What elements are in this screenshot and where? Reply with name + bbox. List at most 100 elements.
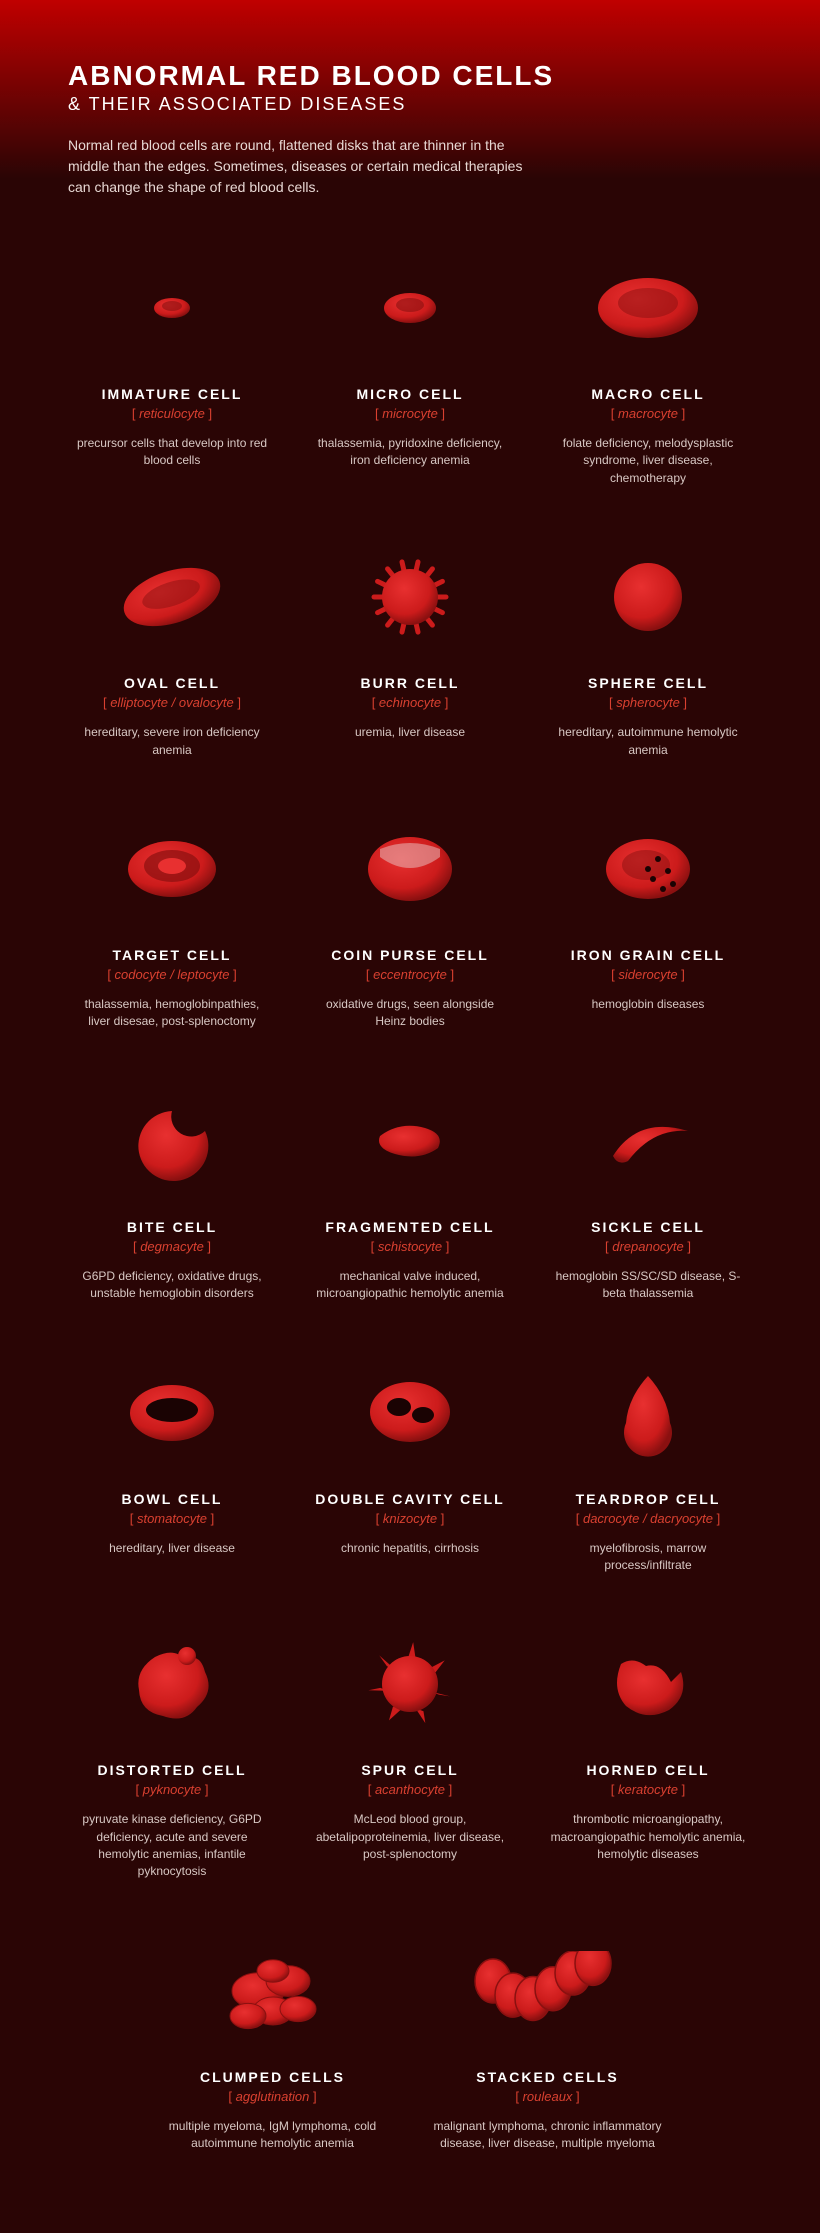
cell-name: TARGET CELL [68,947,276,963]
cell-name: MACRO CELL [544,386,752,402]
cell-illustration [68,1081,276,1201]
cell-illustration [68,248,276,368]
cell-description: hemoglobin SS/SC/SD disease, S-beta thal… [544,1268,752,1303]
cell-scientific-name: eccentrocyte [306,967,514,982]
cell-card: FRAGMENTED CELL schistocyte mechanical v… [306,1081,514,1303]
cell-name: FRAGMENTED CELL [306,1219,514,1235]
cell-card: OVAL CELL elliptocyte / ovalocyte heredi… [68,537,276,759]
cell-name: BOWL CELL [68,1491,276,1507]
cell-scientific-name: drepanocyte [544,1239,752,1254]
cell-name: BURR CELL [306,675,514,691]
cell-card: IRON GRAIN CELL siderocyte hemoglobin di… [544,809,752,1031]
cell-name: SICKLE CELL [544,1219,752,1235]
cell-illustration [306,248,514,368]
cell-illustration [544,809,752,929]
cell-scientific-name: echinocyte [306,695,514,710]
cell-scientific-name: spherocyte [544,695,752,710]
cell-description: thalassemia, pyridoxine deficiency, iron… [306,435,514,470]
cell-name: BITE CELL [68,1219,276,1235]
cell-grid: IMMATURE CELL reticulocyte precursor cel… [68,248,752,1881]
cell-card: HORNED CELL keratocyte thrombotic microa… [544,1624,752,1881]
cell-description: mechanical valve induced, microangiopath… [306,1268,514,1303]
cell-description: uremia, liver disease [306,724,514,741]
cell-grid-last-row: CLUMPED CELLS agglutination multiple mye… [150,1931,670,2153]
cell-scientific-name: pyknocyte [68,1782,276,1797]
cell-description: hereditary, liver disease [68,1540,276,1557]
cell-card: SPHERE CELL spherocyte hereditary, autoi… [544,537,752,759]
cell-scientific-name: elliptocyte / ovalocyte [68,695,276,710]
cell-card: BOWL CELL stomatocyte hereditary, liver … [68,1353,276,1575]
page-title: ABNORMAL RED BLOOD CELLS [68,60,752,92]
cell-scientific-name: siderocyte [544,967,752,982]
cell-description: myelofibrosis, marrow process/infiltrate [544,1540,752,1575]
cell-description: thalassemia, hemoglobinpathies, liver di… [68,996,276,1031]
cell-card: SICKLE CELL drepanocyte hemoglobin SS/SC… [544,1081,752,1303]
cell-illustration [544,537,752,657]
cell-card: TEARDROP CELL dacrocyte / dacryocyte mye… [544,1353,752,1575]
cell-scientific-name: reticulocyte [68,406,276,421]
cell-description: G6PD deficiency, oxidative drugs, unstab… [68,1268,276,1303]
intro-text: Normal red blood cells are round, flatte… [68,135,548,198]
cell-card: CLUMPED CELLS agglutination multiple mye… [150,1931,395,2153]
cell-scientific-name: dacrocyte / dacryocyte [544,1511,752,1526]
cell-scientific-name: stomatocyte [68,1511,276,1526]
cell-description: malignant lymphoma, chronic inflammatory… [425,2118,670,2153]
cell-description: oxidative drugs, seen alongside Heinz bo… [306,996,514,1031]
cell-name: IMMATURE CELL [68,386,276,402]
cell-illustration [544,1353,752,1473]
cell-scientific-name: macrocyte [544,406,752,421]
cell-name: SPUR CELL [306,1762,514,1778]
cell-card: DOUBLE CAVITY CELL knizocyte chronic hep… [306,1353,514,1575]
cell-illustration [425,1931,670,2051]
cell-card: IMMATURE CELL reticulocyte precursor cel… [68,248,276,487]
page-subtitle: & THEIR ASSOCIATED DISEASES [68,94,752,115]
cell-illustration [306,809,514,929]
cell-scientific-name: agglutination [150,2089,395,2104]
cell-illustration [306,1624,514,1744]
cell-description: folate deficiency, melodysplastic syndro… [544,435,752,487]
cell-illustration [306,1081,514,1201]
cell-scientific-name: codocyte / leptocyte [68,967,276,982]
cell-scientific-name: acanthocyte [306,1782,514,1797]
cell-illustration [544,248,752,368]
cell-name: TEARDROP CELL [544,1491,752,1507]
cell-description: thrombotic microangiopathy, macroangiopa… [544,1811,752,1863]
cell-description: McLeod blood group, abetalipoproteinemia… [306,1811,514,1863]
cell-card: DISTORTED CELL pyknocyte pyruvate kinase… [68,1624,276,1881]
cell-description: hereditary, autoimmune hemolytic anemia [544,724,752,759]
cell-name: OVAL CELL [68,675,276,691]
cell-scientific-name: degmacyte [68,1239,276,1254]
cell-illustration [68,809,276,929]
cell-description: pyruvate kinase deficiency, G6PD deficie… [68,1811,276,1881]
cell-card: STACKED CELLS rouleaux malignant lymphom… [425,1931,670,2153]
cell-scientific-name: knizocyte [306,1511,514,1526]
cell-scientific-name: microcyte [306,406,514,421]
cell-illustration [68,1624,276,1744]
cell-name: MICRO CELL [306,386,514,402]
cell-scientific-name: rouleaux [425,2089,670,2104]
cell-illustration [306,1353,514,1473]
cell-name: SPHERE CELL [544,675,752,691]
cell-illustration [150,1931,395,2051]
cell-name: DOUBLE CAVITY CELL [306,1491,514,1507]
cell-card: MACRO CELL macrocyte folate deficiency, … [544,248,752,487]
cell-card: BITE CELL degmacyte G6PD deficiency, oxi… [68,1081,276,1303]
cell-description: chronic hepatitis, cirrhosis [306,1540,514,1557]
cell-scientific-name: schistocyte [306,1239,514,1254]
cell-card: TARGET CELL codocyte / leptocyte thalass… [68,809,276,1031]
cell-description: multiple myeloma, IgM lymphoma, cold aut… [150,2118,395,2153]
cell-description: hemoglobin diseases [544,996,752,1013]
cell-illustration [544,1081,752,1201]
cell-illustration [68,1353,276,1473]
cell-name: IRON GRAIN CELL [544,947,752,963]
cell-illustration [544,1624,752,1744]
cell-illustration [306,537,514,657]
cell-card: COIN PURSE CELL eccentrocyte oxidative d… [306,809,514,1031]
cell-scientific-name: keratocyte [544,1782,752,1797]
cell-description: precursor cells that develop into red bl… [68,435,276,470]
cell-illustration [68,537,276,657]
cell-card: MICRO CELL microcyte thalassemia, pyrido… [306,248,514,487]
cell-card: SPUR CELL acanthocyte McLeod blood group… [306,1624,514,1881]
cell-name: CLUMPED CELLS [150,2069,395,2085]
cell-description: hereditary, severe iron deficiency anemi… [68,724,276,759]
